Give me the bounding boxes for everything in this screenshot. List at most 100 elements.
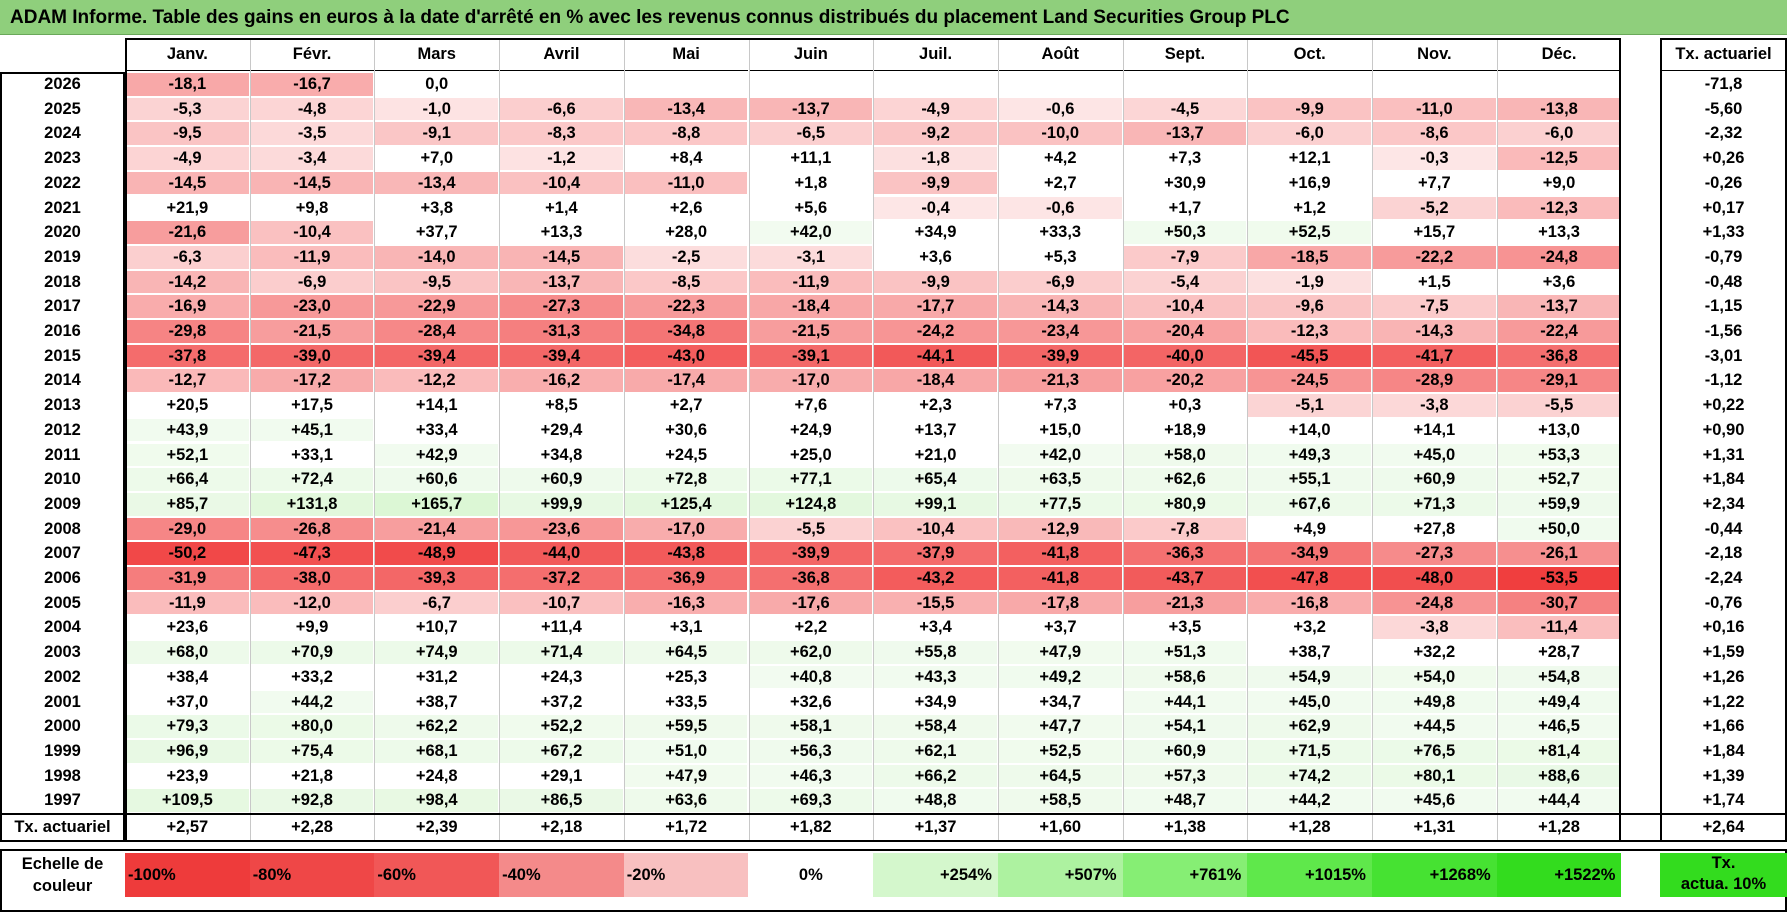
gain-cell: -10,4 [1123, 295, 1247, 318]
gain-cell: -23,6 [500, 517, 623, 541]
gain-cell: +49,4 [1497, 690, 1621, 714]
gain-cell: -45,5 [1248, 344, 1371, 368]
gain-cell: +81,4 [1497, 739, 1621, 763]
gain-cell: -22,9 [375, 295, 499, 318]
gain-cell: +50,3 [1123, 221, 1247, 244]
gain-cell: -39,9 [749, 542, 873, 565]
gain-cell: -12,7 [126, 369, 249, 393]
gain-cell: +7,3 [1123, 147, 1247, 170]
gain-cell: -10,7 [500, 591, 623, 615]
gain-cell: +49,2 [998, 665, 1122, 689]
gain-cell: +3,1 [624, 616, 748, 640]
gain-cell: +80,0 [250, 715, 374, 738]
gain-cell: +1,7 [1123, 196, 1247, 220]
gain-cell: +62,6 [1123, 468, 1247, 491]
actuarial-rate-cell: +1,33 [1702, 223, 1745, 242]
gain-cell: +47,9 [624, 764, 748, 788]
gain-cell: +43,9 [126, 418, 249, 442]
year-label: 1999 [44, 741, 81, 760]
gain-cell: -50,2 [126, 542, 249, 565]
gain-cell: -11,0 [1373, 97, 1496, 121]
gain-cell: +31,2 [375, 665, 499, 689]
gain-cell: +48,7 [1123, 789, 1247, 812]
gain-cell: +131,8 [250, 492, 374, 516]
gain-cell: +24,3 [500, 665, 623, 689]
gain-cell: +38,4 [126, 665, 249, 689]
gain-cell: -4,5 [1123, 97, 1247, 121]
gain-cell: -31,9 [126, 567, 249, 590]
column-divider [249, 38, 251, 842]
month-header: Sept. [1122, 38, 1248, 71]
gain-cell: +44,5 [1373, 715, 1496, 738]
gain-cell: -9,9 [874, 270, 997, 294]
gain-cell: -27,3 [500, 295, 623, 318]
gain-cell: +25,3 [624, 665, 748, 689]
gain-cell: -29,0 [126, 517, 249, 541]
gain-cell: +49,8 [1373, 690, 1496, 714]
gain-cell: +33,3 [998, 221, 1122, 244]
gain-cell: +60,6 [375, 468, 499, 491]
gain-cell: +12,1 [1248, 147, 1371, 170]
legend-actuarial-line2: actua. 10% [1680, 875, 1767, 893]
gain-cell: +34,8 [500, 443, 623, 467]
footer-rate-cell: +1,38 [1164, 818, 1206, 836]
gain-cell: -6,6 [500, 97, 623, 121]
gain-cell: -9,5 [126, 122, 249, 146]
gain-cell: +165,7 [375, 492, 499, 516]
gain-cell: -40,0 [1123, 344, 1247, 368]
gain-cell: +71,4 [500, 641, 623, 664]
gain-cell: -3,8 [1373, 616, 1496, 640]
footer-rate-cell: +2,39 [415, 818, 458, 836]
gain-cell: +72,8 [624, 468, 748, 491]
gain-cell: +59,5 [624, 715, 748, 738]
gain-cell: +46,3 [749, 764, 873, 788]
gain-cell: +80,9 [1123, 492, 1247, 516]
gain-cell: +30,9 [1123, 171, 1247, 195]
actuarial-rate-cell: -3,01 [1704, 346, 1743, 365]
gain-cell: +54,8 [1497, 665, 1621, 689]
month-header: Avril [499, 38, 624, 71]
legend-swatch: +761% [1122, 853, 1248, 897]
report-title: ADAM Informe. Table des gains en euros à… [0, 0, 1787, 35]
gain-cell: +38,7 [1248, 641, 1371, 664]
gain-cell: -0,4 [874, 196, 997, 220]
footer-rate-cell: +1,72 [665, 818, 708, 836]
gain-cell: -15,5 [874, 591, 997, 615]
legend-title-line2: couleur [32, 877, 93, 895]
gain-cell: -41,8 [998, 567, 1122, 590]
footer-rate-cell: +1,28 [1538, 818, 1580, 836]
legend-swatch: -40% [499, 853, 624, 897]
gain-cell: +23,6 [126, 616, 249, 640]
gain-cell: -37,9 [874, 542, 997, 565]
year-label: 2016 [44, 322, 81, 340]
gain-cell: +29,4 [500, 418, 623, 442]
gain-cell: -17,2 [250, 369, 374, 393]
gain-cell: -9,2 [874, 122, 997, 146]
gain-cell: -43,7 [1123, 567, 1247, 590]
gain-cell: +3,5 [1123, 616, 1247, 640]
year-label: 2010 [44, 470, 81, 489]
gain-cell: +1,2 [1248, 196, 1371, 220]
year-label: 2020 [44, 223, 81, 242]
gain-cell: -17,6 [749, 591, 873, 615]
gain-cell: -18,4 [749, 295, 873, 318]
gain-cell: +125,4 [624, 492, 748, 516]
year-label: 2017 [44, 297, 81, 316]
month-header: Juin [748, 38, 874, 71]
year-label: 2002 [44, 667, 81, 686]
gain-cell: -27,3 [1373, 542, 1496, 565]
actuarial-rate-cell: -2,24 [1704, 569, 1743, 587]
gain-cell: +77,5 [998, 492, 1122, 516]
gain-cell: +13,7 [874, 418, 997, 442]
gain-cell [1123, 73, 1247, 96]
gain-cell: -16,7 [250, 73, 374, 96]
gain-cell: +34,7 [998, 690, 1122, 714]
gain-cell: -11,9 [250, 245, 374, 269]
gain-cell: -17,4 [624, 369, 748, 393]
gain-cell: -5,2 [1373, 196, 1496, 220]
year-label: 2008 [44, 519, 81, 538]
gain-cell: -39,4 [375, 344, 499, 368]
year-label: 1997 [44, 791, 81, 810]
actuarial-rate-cell: +0,90 [1702, 420, 1745, 439]
year-label: 2018 [44, 272, 81, 291]
